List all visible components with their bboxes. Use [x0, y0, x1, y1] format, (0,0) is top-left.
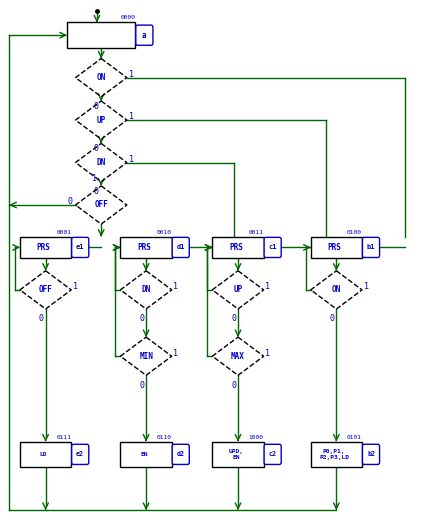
- Text: OFF: OFF: [94, 201, 108, 210]
- Text: EN: EN: [140, 452, 148, 457]
- Text: 1000: 1000: [249, 435, 264, 439]
- FancyBboxPatch shape: [264, 444, 281, 464]
- Text: 1: 1: [173, 282, 178, 291]
- Text: 1: 1: [364, 282, 369, 291]
- FancyBboxPatch shape: [172, 444, 189, 464]
- Text: 0: 0: [329, 314, 335, 323]
- Text: OFF: OFF: [39, 285, 52, 294]
- Text: 1: 1: [73, 282, 78, 291]
- Text: 0011: 0011: [249, 230, 264, 235]
- Text: 0: 0: [139, 314, 144, 323]
- FancyBboxPatch shape: [264, 237, 281, 257]
- Text: 0: 0: [231, 380, 236, 389]
- Text: 0: 0: [94, 145, 99, 154]
- Text: 0001: 0001: [56, 230, 71, 235]
- Text: 0: 0: [94, 102, 99, 111]
- Text: MAX: MAX: [231, 352, 245, 361]
- Text: 0101: 0101: [347, 435, 362, 439]
- Text: UPD,
EN: UPD, EN: [228, 449, 243, 460]
- Text: 0: 0: [94, 187, 99, 196]
- Text: 0111: 0111: [56, 435, 71, 439]
- Text: 0: 0: [68, 197, 73, 206]
- FancyBboxPatch shape: [121, 237, 172, 258]
- Text: 0: 0: [139, 380, 144, 389]
- FancyBboxPatch shape: [20, 442, 71, 467]
- Text: 1: 1: [129, 155, 133, 164]
- Text: 0: 0: [231, 314, 236, 323]
- FancyBboxPatch shape: [136, 25, 153, 45]
- Text: 0110: 0110: [157, 435, 172, 439]
- Text: 1: 1: [266, 348, 270, 358]
- Text: b1: b1: [367, 244, 375, 251]
- Text: 0010: 0010: [157, 230, 172, 235]
- FancyBboxPatch shape: [363, 444, 380, 464]
- Text: ON: ON: [332, 285, 341, 294]
- FancyBboxPatch shape: [20, 237, 71, 258]
- Text: 1: 1: [92, 173, 97, 182]
- Text: UP: UP: [97, 115, 106, 124]
- FancyBboxPatch shape: [172, 237, 189, 257]
- Text: PRS: PRS: [137, 243, 151, 252]
- Text: 0000: 0000: [121, 15, 136, 20]
- Text: DN: DN: [97, 158, 106, 167]
- FancyBboxPatch shape: [121, 442, 172, 467]
- FancyBboxPatch shape: [72, 444, 89, 464]
- Text: a: a: [142, 31, 147, 40]
- Text: UP: UP: [233, 285, 243, 294]
- Text: e2: e2: [76, 451, 84, 458]
- Text: MIN: MIN: [139, 352, 153, 361]
- Text: PRS: PRS: [36, 243, 50, 252]
- Text: PRS: PRS: [229, 243, 243, 252]
- Text: 0100: 0100: [347, 230, 362, 235]
- Text: 1: 1: [173, 348, 178, 358]
- FancyBboxPatch shape: [212, 442, 264, 467]
- Text: PRS: PRS: [327, 243, 341, 252]
- Text: b2: b2: [367, 451, 375, 458]
- Text: 1: 1: [129, 112, 133, 121]
- Text: DN: DN: [142, 285, 151, 294]
- Text: c1: c1: [269, 244, 277, 251]
- Text: 0: 0: [39, 314, 44, 323]
- Text: d2: d2: [177, 451, 185, 458]
- Text: 1: 1: [266, 282, 270, 291]
- Text: P0,P1,
P2,P3,LD: P0,P1, P2,P3,LD: [319, 449, 349, 460]
- FancyBboxPatch shape: [311, 442, 362, 467]
- Text: d1: d1: [176, 244, 185, 251]
- Text: c2: c2: [269, 451, 277, 458]
- FancyBboxPatch shape: [363, 237, 380, 257]
- FancyBboxPatch shape: [72, 237, 89, 257]
- FancyBboxPatch shape: [67, 22, 136, 48]
- Text: LD: LD: [40, 452, 47, 457]
- FancyBboxPatch shape: [311, 237, 362, 258]
- Text: 1: 1: [129, 70, 133, 79]
- Text: ON: ON: [97, 73, 106, 82]
- Text: e1: e1: [76, 244, 85, 251]
- FancyBboxPatch shape: [212, 237, 264, 258]
